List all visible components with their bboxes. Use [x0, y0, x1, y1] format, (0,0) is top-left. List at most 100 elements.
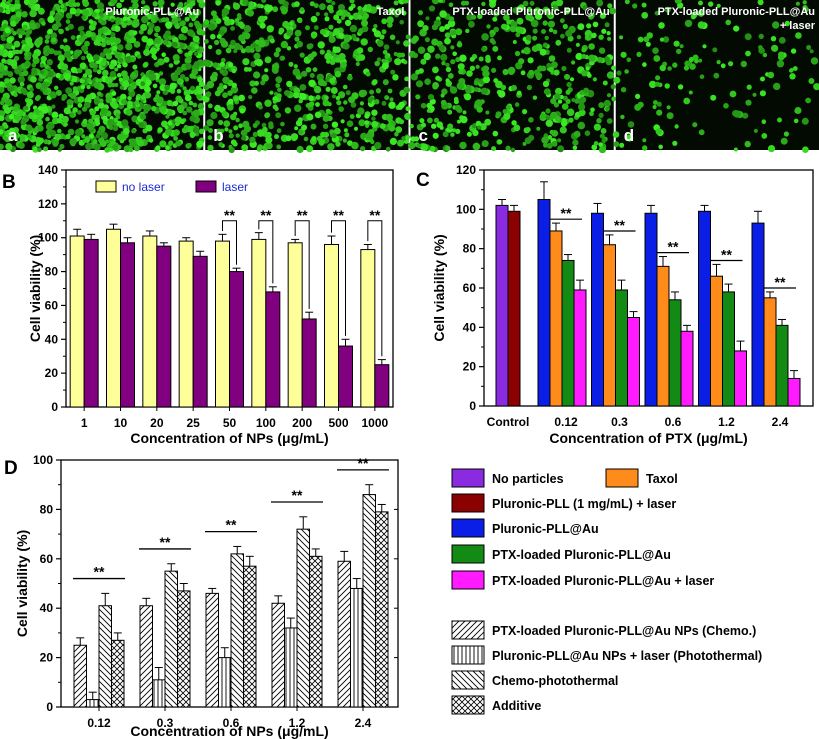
cell-dot: [456, 41, 463, 48]
cell-dot: [42, 89, 49, 95]
cell-dot: [422, 25, 429, 32]
cell-dot: [455, 128, 461, 134]
cell-dot: [612, 131, 620, 138]
cell-dot: [112, 45, 118, 51]
cell-dot: [440, 53, 448, 62]
cell-dot: [231, 82, 237, 89]
cell-dot: [808, 78, 815, 84]
cell-dot: [242, 120, 250, 128]
cell-dot: [158, 71, 164, 76]
cell-dot: [81, 134, 86, 139]
cell-dot: [324, 12, 329, 17]
cell-dot: [133, 18, 140, 24]
cell-dot: [164, 84, 170, 91]
cell-dot: [8, 113, 15, 120]
cell-dot: [294, 126, 299, 131]
cell-dot: [91, 11, 97, 18]
cell-dot: [9, 77, 16, 84]
cell-dot: [591, 32, 597, 39]
cell-dot: [394, 131, 399, 137]
legend-swatch: [451, 570, 485, 590]
cell-dot: [581, 53, 587, 59]
cell-dot: [553, 69, 560, 76]
cell-dot: [215, 49, 222, 55]
cell-dot: [723, 103, 729, 109]
cell-dot: [489, 33, 494, 38]
cell-dot: [326, 59, 331, 64]
cell-dot: [672, 140, 678, 146]
cell-dot: [789, 73, 796, 80]
cell-dot: [155, 145, 161, 151]
cell-dot: [688, 90, 693, 95]
bar: [338, 345, 353, 408]
significance-marker: **: [721, 246, 732, 262]
cell-dot: [275, 47, 281, 53]
cell-dot: [203, 19, 210, 25]
legend-label: No particles: [492, 472, 564, 486]
cell-dot: [72, 107, 78, 113]
cell-dot: [20, 87, 27, 94]
cell-dot: [513, 124, 521, 132]
cell-dot: [581, 70, 588, 77]
cell-dot: [131, 128, 137, 134]
legend-swatch: [451, 670, 485, 690]
cell-dot: [586, 23, 592, 29]
cell-dot: [728, 61, 734, 67]
cell-dot: [303, 136, 309, 142]
cell-dot: [361, 25, 369, 33]
cell-dot: [777, 117, 782, 123]
cell-dot: [190, 85, 196, 91]
cell-dot: [48, 48, 55, 55]
cell-dot: [641, 12, 649, 19]
cell-dot: [335, 95, 341, 101]
cell-dot: [561, 103, 569, 110]
cell-dot: [314, 111, 322, 119]
cell-dot: [659, 37, 665, 42]
cell-dot: [459, 141, 467, 150]
cell-dot: [511, 120, 517, 126]
cell-dot: [310, 123, 317, 130]
cell-dot: [65, 87, 73, 95]
cell-dot: [771, 44, 779, 52]
cell-dot: [571, 60, 576, 65]
cell-dot: [498, 90, 506, 98]
cell-dot: [5, 8, 11, 15]
cell-dot: [261, 74, 269, 82]
bar: [98, 605, 112, 708]
cell-dot: [132, 2, 139, 9]
cell-dot: [49, 129, 57, 137]
cell-dot: [652, 47, 659, 54]
cell-dot: [116, 44, 124, 51]
legend-label: Pluronic-PLL (1 mg/mL) + laser: [492, 497, 676, 511]
cell-dot: [481, 46, 487, 52]
cell-dot: [596, 118, 602, 124]
cell-dot: [328, 35, 336, 44]
cell-dot: [512, 40, 517, 44]
cell-dot: [154, 32, 159, 37]
x-tick-label: 20: [150, 416, 164, 430]
cell-dot: [30, 75, 37, 83]
cell-dot: [606, 118, 613, 124]
bar: [287, 242, 303, 408]
bar: [215, 240, 230, 408]
bar: [549, 230, 563, 407]
bar: [561, 259, 575, 407]
cell-dot: [256, 129, 265, 137]
cell-dot: [197, 76, 203, 83]
cell-dot: [37, 36, 43, 42]
cell-dot: [564, 73, 570, 80]
cell-dot: [58, 113, 64, 119]
cell-dot: [450, 29, 457, 36]
cell-dot: [65, 19, 71, 24]
cell-dot: [151, 105, 157, 112]
cell-dot: [589, 111, 594, 117]
y-tick-label: 0: [46, 700, 53, 714]
x-tick-label: 0.3: [611, 415, 628, 429]
y-axis-label: Cell viability (%): [14, 530, 30, 637]
cell-dot: [484, 118, 492, 126]
cell-dot: [449, 86, 458, 94]
cell-dot: [182, 110, 188, 116]
cell-dot: [398, 101, 405, 109]
cell-dot: [453, 96, 459, 102]
cell-dot: [166, 110, 173, 117]
